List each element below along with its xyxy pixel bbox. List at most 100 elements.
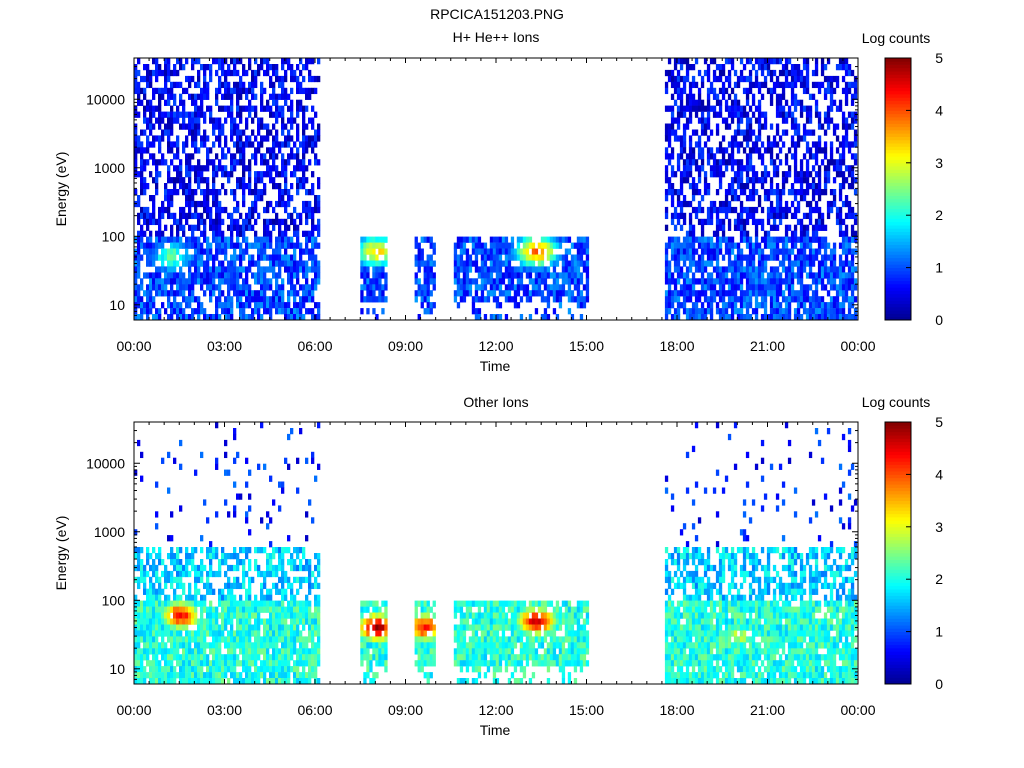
heatmap-cell bbox=[462, 284, 467, 291]
heatmap-cell bbox=[516, 302, 521, 309]
heatmap-cell bbox=[233, 481, 237, 488]
heatmap-cell bbox=[134, 165, 138, 172]
heatmap-cell bbox=[293, 171, 297, 178]
heatmap-cell bbox=[706, 254, 711, 261]
heatmap-cell bbox=[721, 230, 726, 237]
heatmap-cell bbox=[844, 278, 849, 285]
heatmap-cell bbox=[712, 296, 717, 303]
heatmap-cell bbox=[754, 224, 759, 231]
heatmap-cell bbox=[489, 278, 494, 285]
heatmap-cell bbox=[170, 600, 174, 607]
heatmap-cell bbox=[170, 200, 174, 208]
heatmap-cell bbox=[212, 141, 216, 148]
heatmap-cell bbox=[820, 147, 825, 154]
heatmap-cell bbox=[242, 153, 246, 160]
heatmap-cell bbox=[212, 278, 216, 285]
heatmap-cell bbox=[218, 165, 222, 172]
heatmap-cell bbox=[251, 141, 255, 148]
heatmap-cell bbox=[257, 195, 261, 202]
heatmap-cell bbox=[730, 266, 735, 273]
heatmap-cell bbox=[426, 308, 430, 315]
heatmap-cell bbox=[525, 272, 530, 279]
heatmap-cell bbox=[191, 654, 195, 661]
heatmap-cell bbox=[664, 212, 669, 220]
heatmap-cell bbox=[149, 666, 153, 673]
heatmap-cell bbox=[790, 87, 795, 95]
heatmap-cell bbox=[161, 242, 165, 249]
heatmap-cell bbox=[140, 564, 144, 572]
heatmap-cell bbox=[260, 93, 264, 100]
heatmap-cell bbox=[814, 254, 819, 261]
heatmap-cell bbox=[182, 147, 186, 154]
heatmap-cell bbox=[314, 159, 318, 166]
heatmap-cell bbox=[164, 666, 168, 673]
heatmap-cell bbox=[763, 117, 768, 124]
heatmap-cell bbox=[215, 654, 219, 661]
heatmap-cell bbox=[715, 230, 720, 237]
heatmap-cell bbox=[429, 254, 433, 261]
heatmap-cell bbox=[149, 99, 153, 106]
heatmap-cell bbox=[230, 69, 234, 77]
heatmap-cell bbox=[281, 284, 285, 291]
heatmap-cell bbox=[745, 93, 750, 100]
heatmap-cell bbox=[736, 308, 741, 315]
heatmap-cell bbox=[161, 284, 165, 291]
heatmap-cell bbox=[808, 248, 813, 255]
heatmap-cell bbox=[811, 308, 816, 315]
heatmap-cell bbox=[305, 290, 309, 297]
heatmap-cell bbox=[263, 224, 267, 231]
heatmap-cell bbox=[552, 278, 557, 285]
heatmap-cell bbox=[149, 105, 153, 112]
heatmap-cell bbox=[799, 99, 804, 106]
heatmap-cell bbox=[754, 296, 759, 303]
heatmap-cell bbox=[712, 278, 717, 285]
heatmap-cell bbox=[730, 272, 735, 279]
heatmap-cell bbox=[149, 618, 153, 625]
heatmap-cell bbox=[143, 272, 147, 279]
heatmap-cell bbox=[414, 278, 418, 285]
heatmap-cell bbox=[143, 248, 147, 255]
heatmap-cell bbox=[676, 75, 681, 83]
heatmap-cell bbox=[757, 195, 762, 202]
heatmap-cell bbox=[233, 606, 237, 613]
heatmap-cell bbox=[378, 272, 382, 279]
heatmap-cell bbox=[167, 553, 171, 560]
heatmap-cell bbox=[185, 666, 189, 673]
heatmap-cell bbox=[730, 302, 735, 309]
heatmap-cell bbox=[248, 177, 252, 184]
heatmap-cell bbox=[805, 171, 810, 178]
heatmap-cell bbox=[736, 296, 741, 303]
heatmap-cell bbox=[170, 618, 174, 625]
heatmap-cell bbox=[191, 618, 195, 625]
heatmap-cell bbox=[477, 296, 482, 303]
heatmap-cell bbox=[817, 206, 822, 214]
heatmap-cell bbox=[173, 302, 177, 309]
heatmap-cell bbox=[688, 266, 693, 273]
heatmap-cell bbox=[706, 123, 711, 130]
heatmap-cell bbox=[817, 272, 822, 279]
heatmap-cell bbox=[209, 189, 213, 196]
heatmap-cell bbox=[697, 99, 702, 106]
heatmap-cell bbox=[766, 218, 771, 226]
heatmap-cell bbox=[272, 266, 276, 273]
heatmap-cell bbox=[381, 248, 385, 255]
heatmap-cell bbox=[236, 105, 240, 112]
heatmap-cell bbox=[570, 260, 575, 267]
heatmap-cell bbox=[423, 284, 427, 291]
heatmap-cell bbox=[152, 564, 156, 572]
heatmap-cell bbox=[233, 457, 237, 464]
heatmap-cell bbox=[381, 260, 385, 267]
heatmap-cell bbox=[802, 87, 807, 95]
heatmap-cell bbox=[224, 165, 228, 172]
heatmap-cell bbox=[275, 111, 279, 118]
heatmap-cell bbox=[751, 254, 756, 261]
heatmap-cell bbox=[736, 278, 741, 285]
heatmap-cell bbox=[188, 588, 192, 595]
heatmap-cell bbox=[838, 159, 843, 166]
heatmap-cell bbox=[697, 278, 702, 285]
heatmap-cell bbox=[378, 242, 382, 249]
heatmap-cell bbox=[176, 278, 180, 285]
heatmap-cell bbox=[266, 296, 270, 303]
heatmap-cell bbox=[498, 260, 503, 267]
heatmap-cell bbox=[766, 236, 771, 243]
